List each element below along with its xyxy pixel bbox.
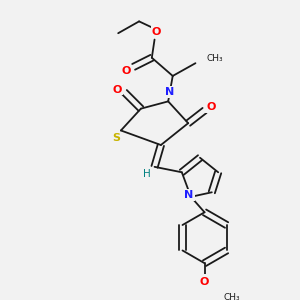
Text: O: O: [152, 27, 161, 37]
Text: O: O: [206, 102, 216, 112]
Text: N: N: [165, 87, 175, 97]
Text: O: O: [200, 277, 209, 287]
Text: N: N: [184, 190, 194, 200]
Text: H: H: [143, 169, 151, 179]
Text: CH₃: CH₃: [224, 293, 240, 300]
Text: S: S: [112, 133, 120, 143]
Text: O: O: [122, 66, 131, 76]
Text: CH₃: CH₃: [206, 54, 223, 63]
Text: O: O: [112, 85, 122, 94]
